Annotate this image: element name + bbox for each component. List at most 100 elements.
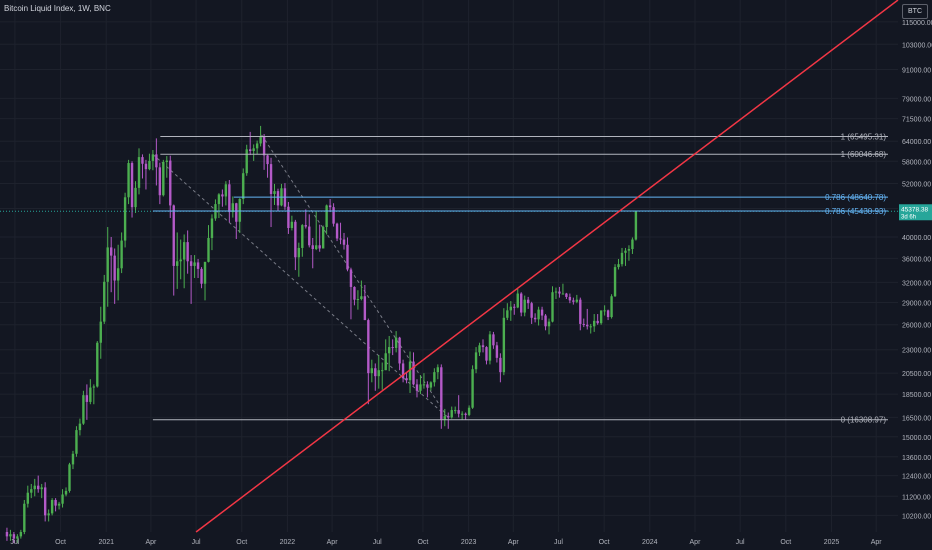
candle-body bbox=[109, 247, 113, 256]
candle-body bbox=[558, 291, 561, 294]
candle-body bbox=[130, 163, 134, 208]
candle-body bbox=[363, 296, 367, 321]
candle-body bbox=[422, 384, 426, 386]
candle-body bbox=[120, 240, 123, 269]
candle-body bbox=[606, 310, 610, 318]
x-axis-tick-label: 2023 bbox=[461, 539, 477, 546]
candle-body bbox=[172, 205, 175, 266]
candle-body bbox=[23, 503, 26, 532]
candle-body bbox=[401, 363, 405, 379]
candle-body bbox=[551, 292, 554, 322]
x-axis-tick-label: 2024 bbox=[642, 539, 658, 546]
candle-body bbox=[603, 310, 606, 312]
candle-body bbox=[565, 293, 568, 297]
candle-body bbox=[394, 337, 398, 348]
x-axis-tick-label: 2022 bbox=[280, 539, 296, 546]
candle-body bbox=[64, 490, 68, 495]
candle-body bbox=[47, 513, 50, 516]
candle-body bbox=[89, 387, 92, 402]
candle-body bbox=[526, 299, 530, 304]
price-tag-value: 45378.38 bbox=[901, 206, 928, 213]
candle-body bbox=[387, 347, 391, 354]
candle-body bbox=[106, 247, 109, 282]
candle-body bbox=[37, 485, 40, 490]
x-axis-tick-label: Jul bbox=[192, 539, 201, 546]
candle-body bbox=[155, 154, 158, 168]
candle-body bbox=[429, 382, 433, 388]
candle-body bbox=[255, 143, 259, 149]
candle-body bbox=[287, 206, 290, 228]
candle-body bbox=[586, 324, 589, 327]
x-axis-tick-label: Jul bbox=[554, 539, 563, 546]
candle-body bbox=[71, 453, 75, 465]
candle-body bbox=[426, 384, 429, 388]
x-axis-tick-label: Jul bbox=[373, 539, 382, 546]
candle-body bbox=[54, 499, 57, 506]
candle-body bbox=[224, 184, 228, 197]
candle-body bbox=[186, 242, 189, 262]
candle-body bbox=[290, 221, 294, 228]
candle-body bbox=[436, 367, 440, 373]
candle-body bbox=[5, 532, 9, 537]
candle-body bbox=[599, 310, 603, 324]
x-axis-tick-label: Jul bbox=[736, 539, 745, 546]
candle-body bbox=[165, 160, 168, 162]
candle-body bbox=[141, 157, 144, 164]
candle-body bbox=[391, 347, 394, 349]
x-axis-tick-label: Apr bbox=[327, 539, 339, 546]
y-axis-tick-label: 103000.00 bbox=[902, 42, 932, 49]
y-axis-tick-label: 71500.00 bbox=[902, 117, 931, 124]
candle-body bbox=[318, 245, 321, 249]
candle-body bbox=[158, 167, 162, 196]
dashed-trend-line bbox=[261, 134, 449, 418]
y-axis-tick-label: 13600.00 bbox=[902, 455, 931, 462]
candle-body bbox=[474, 352, 478, 370]
y-axis-tick-label: 16500.00 bbox=[902, 415, 931, 422]
y-axis-tick-label: 11200.00 bbox=[902, 494, 931, 501]
x-axis-tick-label: Oct bbox=[780, 539, 791, 546]
candle-body bbox=[572, 300, 575, 302]
candle-body bbox=[335, 223, 339, 239]
candle-body bbox=[367, 320, 370, 374]
candle-body bbox=[516, 293, 519, 308]
candle-body bbox=[228, 184, 231, 213]
candle-body bbox=[242, 173, 245, 199]
candle-body bbox=[502, 317, 506, 373]
candle-body bbox=[68, 464, 71, 491]
candle-body bbox=[207, 237, 210, 262]
candle-body bbox=[259, 136, 262, 144]
symbol-button[interactable]: BTC bbox=[902, 4, 928, 19]
x-axis-tick-label: Oct bbox=[599, 539, 610, 546]
y-axis-tick-label: 91000.00 bbox=[902, 68, 931, 75]
candle-body bbox=[96, 342, 99, 387]
candle-body bbox=[61, 494, 64, 504]
candle-body bbox=[301, 225, 304, 248]
fib-level-label: 0.786 (48640.78) bbox=[825, 193, 886, 202]
price-tag bbox=[899, 204, 932, 221]
candle-body bbox=[82, 395, 85, 424]
candle-body bbox=[620, 252, 624, 265]
candle-body bbox=[151, 154, 155, 161]
candle-body bbox=[43, 487, 47, 516]
candle-body bbox=[134, 187, 137, 208]
candle-body bbox=[481, 345, 485, 348]
candle-body bbox=[634, 211, 638, 240]
candle-body bbox=[506, 310, 509, 318]
candle-body bbox=[311, 245, 314, 250]
candle-body bbox=[248, 149, 252, 151]
candle-body bbox=[328, 205, 332, 208]
y-axis-tick-label: 26000.00 bbox=[902, 323, 931, 330]
candle-body bbox=[592, 320, 596, 327]
candle-body bbox=[554, 291, 558, 293]
y-axis-tick-label: 40000.00 bbox=[902, 235, 931, 242]
candle-body bbox=[217, 194, 221, 205]
x-axis-tick-label: Apr bbox=[508, 539, 520, 546]
candle-body bbox=[419, 384, 422, 391]
y-axis-tick-label: 20500.00 bbox=[902, 371, 931, 378]
candle-body bbox=[123, 197, 127, 241]
candle-body bbox=[349, 269, 353, 287]
y-axis-tick-label: 79000.00 bbox=[902, 96, 931, 103]
